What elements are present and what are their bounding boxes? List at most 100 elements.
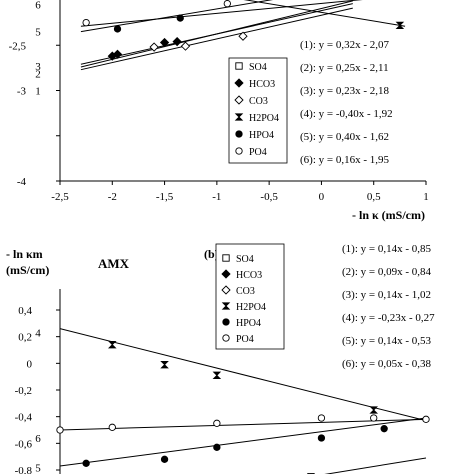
top-fit-line [80,7,353,71]
bottom-legend: SO4 HCO3 CO3 H2PO4 HPO4 PO4 [215,243,285,350]
bottom-regression-equation: (4): y = -0,23x - 0,27 [342,312,435,324]
bottom-data-point [160,455,169,463]
bottom-data-point [160,361,169,369]
top-regression-equation: (4): y = -0,40x - 1,92 [300,108,393,120]
bottom-legend-marker [221,269,231,279]
top-y-tick-label: -2,5 [9,40,27,52]
top-x-tick-label: -2 [108,191,117,203]
top-regression-equation: (1): y = 0,32x - 2,07 [300,39,389,51]
top-x-tick-label: 0 [319,191,325,203]
bottom-regression-equation: (6): y = 0,05x - 0,38 [342,358,431,370]
top-legend: SO4 HCO3 CO3 H2PO4 HPO4 PO4 [228,57,288,164]
bottom-legend-label: SO4 [236,254,254,265]
bottom-fit-line [59,328,427,422]
top-legend-marker [234,113,244,121]
top-line-number-label: 2 [35,68,41,80]
bottom-data-point [212,371,222,379]
top-legend-marker [235,62,243,70]
bottom-y-tick-label: -0,2 [15,385,32,397]
bottom-data-point [369,406,379,414]
top-fit-line [80,0,353,68]
top-data-point [82,18,90,27]
chart-top: -2,5 -2 -1,5 -1 -0,5 0 0,5 1 -4 -3 -2,5 6 5 32 1 - l… [9,0,429,222]
top-x-tick-label: 1 [423,191,429,203]
top-legend-label: HCO3 [249,79,275,90]
top-regression-equation: (5): y = 0,40x - 1,62 [300,131,389,143]
top-legend-marker [235,147,243,155]
bottom-y-tick-label: -0,4 [15,412,33,424]
bottom-regression-equation: (5): y = 0,14x - 0,53 [342,335,431,347]
bottom-data-point [82,459,90,467]
top-data-point [395,21,405,29]
bottom-line-number-label: 5 [35,462,41,474]
bottom-y-axis-title-line1: - ln κm [6,247,43,261]
bottom-legend-marker [221,302,231,310]
bottom-data-point [213,419,221,427]
bottom-regression-equation: (2): y = 0,09x - 0,84 [342,266,431,278]
top-data-point [180,41,191,51]
top-line-number-label: 1 [35,86,41,98]
bottom-y-tick-label: -0,6 [15,438,33,450]
bottom-legend-label: PO4 [236,334,254,345]
top-legend-label: SO4 [249,62,267,73]
top-line-number-label: 6 [35,0,41,12]
bottom-data-point [380,425,388,433]
bottom-data-point [108,423,116,431]
top-legend-marker [234,78,244,88]
bottom-data-point [107,341,117,349]
top-legend-marker [235,130,243,138]
top-regression-equation: (6): y = 0,16x - 1,95 [300,154,389,166]
top-y-tick-label: -4 [17,176,27,188]
bottom-fit-line [59,418,427,431]
bottom-data-point [56,426,64,434]
top-line-number-label: 3 [35,61,41,73]
bottom-y-tick-label: -0,8 [15,465,33,474]
top-data-point [159,37,170,48]
bottom-fit-line [59,417,427,467]
top-fit-line [80,0,274,33]
bottom-panel-label: (b) [204,247,219,261]
top-data-point [113,25,122,33]
top-data-point [172,36,182,47]
top-data-point [176,14,184,22]
bottom-legend-label: HPO4 [236,318,261,329]
bottom-chart-title: AMX [98,256,130,271]
top-fit-line [243,0,406,27]
top-legend-label: CO3 [249,96,268,107]
top-x-tick-label: -2,5 [51,191,69,203]
bottom-y-axis-title-line2: (mS/cm) [6,263,49,277]
bottom-data-point [317,414,326,422]
top-data-point [238,31,248,41]
bottom-legend-label: HCO3 [236,270,262,281]
bottom-line-number-label: 4 [35,328,41,340]
bottom-data-point [422,415,430,423]
bottom-legend-marker [222,318,230,326]
top-legend-label: HPO4 [249,130,274,141]
top-legend-label: PO4 [249,147,267,158]
top-regression-equation: (3): y = 0,23x - 2,18 [300,85,389,97]
top-data-point [112,49,123,59]
bottom-legend-marker [221,285,231,295]
top-x-tick-label: -0,5 [260,191,278,203]
bottom-data-point [317,434,326,442]
top-x-tick-label: 0,5 [367,191,381,203]
top-data-point [149,42,159,52]
top-y-tick-label: -3 [17,86,27,98]
top-fit-line [80,0,363,27]
bottom-fit-line [324,457,427,474]
bottom-legend-marker [222,334,230,342]
top-equations: (1): y = 0,32x - 2,07 (2): y = 0,25x - 2,… [300,39,393,166]
top-x-tick-label: -1,5 [156,191,174,203]
bottom-legend-marker [222,254,230,262]
top-line-number-label: 5 [35,27,41,39]
top-x-tick-label: -1 [212,191,221,203]
bottom-equations: (1): y = 0,14x - 0,85 (2): y = 0,09x - 0,… [342,243,435,370]
bottom-legend-label: H2PO4 [236,302,266,313]
top-legend-box [228,57,288,164]
top-regression-equation: (2): y = 0,25x - 2,11 [300,62,389,74]
bottom-y-tick-label: 0 [27,358,33,370]
top-legend-label: H2PO4 [249,113,279,124]
bottom-y-tick-label: 0,4 [18,305,32,317]
top-x-axis-title: - ln κ (mS/cm) [352,208,425,222]
